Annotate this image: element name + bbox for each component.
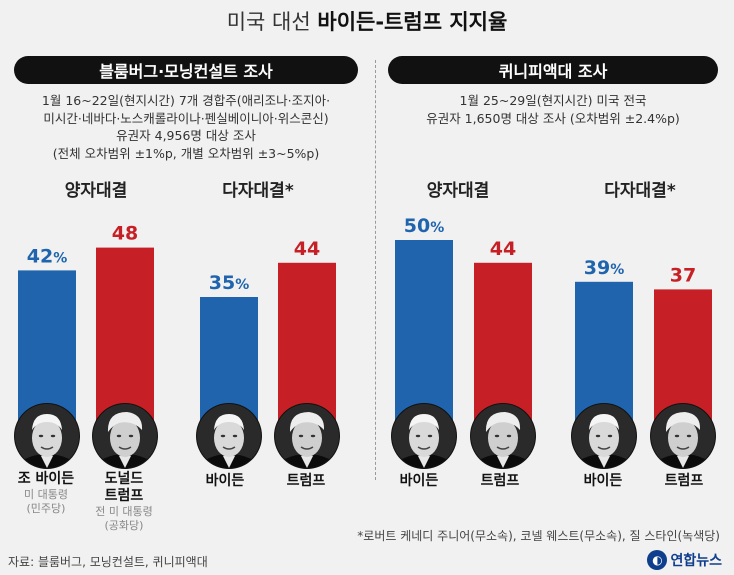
right-group-label-multi: 다자대결* <box>604 181 676 201</box>
left-note-line: 1월 16~22일(현지시간) 7개 경합주(애리조나·조지아· <box>41 93 331 108</box>
value-label: 44 <box>294 238 320 260</box>
value-label: 37 <box>670 264 696 286</box>
biden-portrait <box>196 403 262 469</box>
biden-portrait <box>14 403 80 469</box>
bars-layer <box>18 240 712 430</box>
right-section-header: 퀴니피액대 조사 <box>388 56 718 84</box>
candidate-name: 조 바이든 <box>17 471 75 487</box>
portraits-layer <box>14 403 716 469</box>
left-biden-caption: 조 바이든 미 대통령 (민주당) <box>6 471 86 516</box>
candidate-name-biden: 바이든 <box>399 473 439 489</box>
biden-portrait <box>571 403 637 469</box>
title-light: 미국 대선 <box>226 10 311 34</box>
right-notes: 1월 25~29일(현지시간) 미국 전국 유권자 1,650명 대상 조사 (… <box>388 92 718 127</box>
value-label: 35% <box>209 272 249 294</box>
candidate-name: 트럼프 <box>104 488 144 504</box>
section-divider <box>375 60 376 480</box>
right-note-line: 유권자 1,650명 대상 조사 (오차범위 ±2.4%p) <box>426 110 680 126</box>
bar-트럼프 <box>278 262 336 430</box>
left-group-label-head2head: 양자대결 <box>64 181 128 201</box>
candidate-title: 미 대통령 <box>24 488 68 501</box>
bar-트럼프 <box>474 262 532 430</box>
source: 자료: 블룸버그, 모닝컨설트, 퀴니피액대 <box>8 555 208 569</box>
page-title: 미국 대선 바이든-트럼프 지지율 <box>0 6 734 36</box>
logo-text: 연합뉴스 <box>670 553 722 569</box>
right-group-label-head2head: 양자대결 <box>426 181 490 201</box>
candidate-title: 전 미 대통령 <box>95 505 153 518</box>
title-bold: 바이든-트럼프 지지율 <box>317 10 508 34</box>
left-group-label-multi: 다자대결* <box>222 181 294 201</box>
candidate-name-biden: 바이든 <box>205 473 245 489</box>
trump-portrait <box>92 403 158 469</box>
value-labels-layer: 42% 48 35% 44 50% 44 39% 37 <box>27 215 696 294</box>
right-note-line: 1월 25~29일(현지시간) 미국 전국 <box>459 93 647 108</box>
left-note-line: 미시간·네바다·노스캐롤라이나·펜실베이니아·위스콘신) <box>43 110 329 126</box>
biden-portrait <box>391 403 457 469</box>
value-label: 39% <box>584 257 624 279</box>
value-label: 42% <box>27 245 67 267</box>
candidate-party: (민주당) <box>26 502 66 515</box>
value-label: 44 <box>490 238 516 260</box>
yonhap-logo: ◐ 연합뉴스 <box>647 550 722 570</box>
left-note-line: (전체 오차범위 ±1%p, 개별 오차범위 ±3~5%p) <box>52 145 320 161</box>
candidate-name-trump: 트럼프 <box>664 473 704 489</box>
left-notes: 1월 16~22일(현지시간) 7개 경합주(애리조나·조지아· 미시간·네바다… <box>14 92 358 162</box>
candidate-party: (공화당) <box>104 519 144 532</box>
candidate-name-trump: 트럼프 <box>286 473 326 489</box>
yonhap-logo-icon: ◐ <box>647 550 668 570</box>
candidate-name-trump: 트럼프 <box>480 473 520 489</box>
trump-portrait <box>650 403 716 469</box>
left-note-line: 유권자 4,956명 대상 조사 <box>116 128 256 143</box>
footnote: *로버트 케네디 주니어(무소속), 코넬 웨스트(무소속), 질 스타인(녹색… <box>357 529 720 543</box>
trump-portrait <box>470 403 536 469</box>
candidate-name-biden: 바이든 <box>583 473 623 489</box>
value-label: 48 <box>112 223 138 245</box>
trump-portrait <box>274 403 340 469</box>
left-section-header: 블룸버그·모닝컨설트 조사 <box>14 56 358 84</box>
bar-트럼프 <box>96 247 154 430</box>
bar-바이든 <box>395 240 453 430</box>
candidate-name: 도널드 <box>104 471 144 487</box>
left-trump-caption: 도널드 트럼프 전 미 대통령 (공화당) <box>84 471 164 533</box>
value-label: 50% <box>404 215 444 237</box>
